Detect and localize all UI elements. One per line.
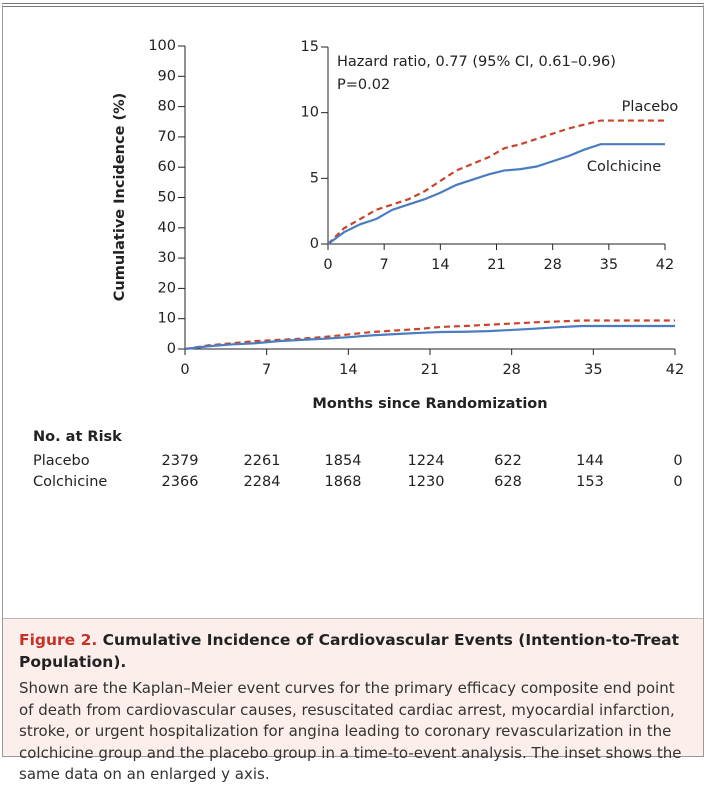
risk-value: 0 [673,474,682,490]
caption-title: Figure 2. Cumulative Incidence of Cardio… [19,629,687,673]
risk-value: 1230 [408,474,445,490]
y-tick-label: 20 [158,280,176,296]
x-tick-label: 28 [543,257,561,273]
x-tick-label: 35 [584,362,602,378]
x-tick-label: 42 [666,362,684,378]
risk-table-title: No. at Risk [33,429,122,445]
risk-value: 628 [494,474,522,490]
x-tick-label: 42 [656,257,674,273]
risk-value: 2284 [244,474,281,490]
x-tick-label: 35 [600,257,618,273]
x-tick-label: 14 [339,362,357,378]
y-tick-label: 30 [158,250,176,266]
series-line [184,319,675,351]
frame [2,3,704,757]
inset-series-line [327,143,665,245]
annotation: P=0.02 [337,77,390,93]
risk-value: 2261 [244,453,281,469]
chart: Cumulative Incidence (%) Months since Ra… [33,38,684,490]
x-tick-label: 7 [262,362,271,378]
x-tick-label: 21 [487,257,505,273]
risk-value: 0 [673,453,682,469]
x-tick-label: 14 [431,257,449,273]
y-tick-label: 60 [158,159,176,175]
y-tick-label: 80 [158,99,176,115]
caption-body: Shown are the Kaplan–Meier event curves … [19,679,682,783]
series-label: Placebo [622,99,679,115]
x-tick-label: 0 [180,362,189,378]
risk-value: 1868 [325,474,362,490]
caption-label: Figure 2. [19,631,98,649]
risk-value: 622 [494,453,522,469]
x-tick-label: 21 [421,362,439,378]
risk-value: 1224 [408,453,445,469]
risk-row-label: Colchicine [33,474,107,490]
annotation: Hazard ratio, 0.77 (95% CI, 0.61–0.96) [337,54,616,70]
y-tick-label: 50 [158,190,176,206]
x-tick-label: 28 [502,362,520,378]
x-tick-label: 0 [323,257,332,273]
caption-heading: Cumulative Incidence of Cardiovascular E… [19,631,680,671]
y-tick-label: 15 [301,39,319,55]
risk-value: 153 [576,474,604,490]
page: Cumulative Incidence (%) Months since Ra… [2,3,704,783]
risk-value: 144 [576,453,604,469]
series-label: Colchicine [587,159,661,175]
y-tick-label: 40 [158,220,176,236]
y-axis-label: Cumulative Incidence (%) [112,93,128,301]
y-tick-label: 10 [158,311,176,327]
caption: Figure 2. Cumulative Incidence of Cardio… [3,618,703,783]
y-tick-label: 10 [301,105,319,121]
y-tick-label: 5 [310,170,319,186]
y-tick-label: 70 [158,129,176,145]
risk-row-label: Placebo [33,453,90,469]
series-line [184,324,675,351]
y-tick-label: 100 [148,38,176,54]
risk-value: 2379 [162,453,199,469]
y-tick-label: 90 [158,68,176,84]
y-tick-label: 0 [310,236,319,252]
risk-value: 2366 [162,474,199,490]
risk-value: 1854 [325,453,362,469]
x-tick-label: 7 [380,257,389,273]
x-axis-label: Months since Randomization [312,396,547,412]
y-tick-label: 0 [167,341,176,357]
inset-series-line [327,119,665,245]
